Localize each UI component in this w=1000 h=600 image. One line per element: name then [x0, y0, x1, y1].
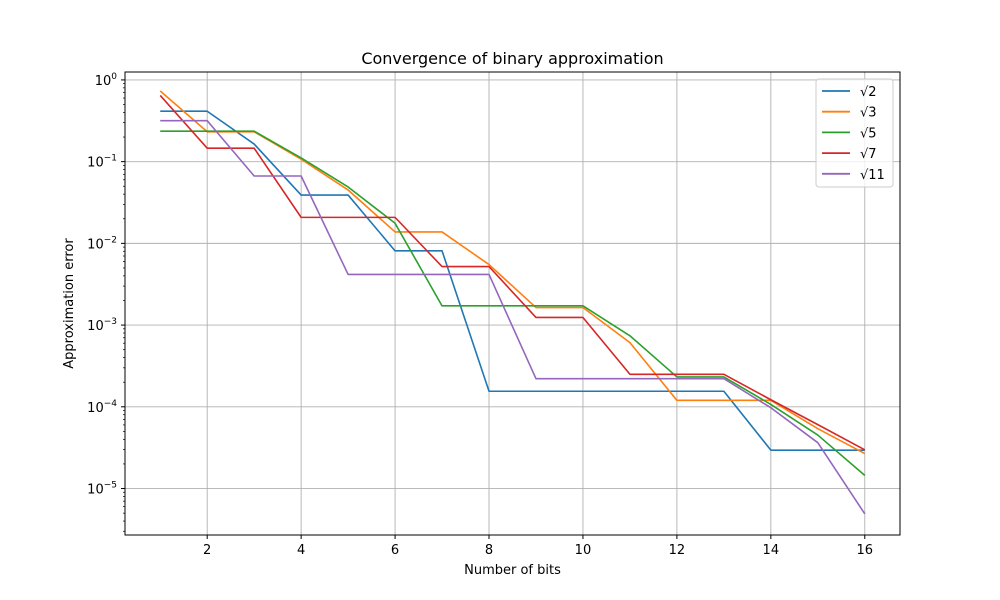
x-tick-label: 8: [485, 543, 493, 558]
x-tick-label: 12: [669, 543, 686, 558]
y-tick-label: 10−4: [87, 399, 117, 416]
y-tick-base: 10: [87, 401, 104, 416]
series-line-1: [159, 90, 866, 455]
y-tick-exponent: −3: [104, 317, 117, 327]
y-tick-exponent: −2: [104, 235, 117, 245]
x-axis-label: Number of bits: [464, 563, 561, 578]
y-tick-base: 10: [87, 319, 104, 334]
y-tick-label: 10−1: [87, 154, 117, 171]
series-lines: [159, 90, 866, 515]
plot-frame: [124, 71, 901, 536]
y-axis-label: Approximation error: [62, 238, 77, 369]
chart-title: Convergence of binary approximation: [361, 49, 663, 68]
x-tick-label: 2: [203, 543, 211, 558]
y-tick-base: 10: [87, 237, 104, 252]
y-tick-label: 10−3: [87, 317, 117, 334]
series-line-3: [159, 94, 866, 451]
legend-label: √7: [860, 147, 877, 162]
y-tick-exponent: 0: [111, 72, 117, 82]
x-axis-ticks: 2 4 6 8 10 12 14 16: [203, 535, 873, 558]
x-tick-label: 16: [856, 543, 873, 558]
y-tick-base: 10: [95, 74, 112, 89]
series-line-0: [160, 110, 865, 451]
x-tick-label: 14: [763, 543, 780, 558]
y-tick-label: 100: [95, 72, 118, 89]
legend-label: √5: [860, 126, 877, 141]
legend-box: [815, 78, 894, 188]
legend-label: √3: [860, 106, 877, 121]
y-tick-label: 10−5: [87, 481, 117, 498]
series-line-4: [160, 119, 866, 515]
x-tick-label: 4: [297, 543, 305, 558]
y-tick-exponent: −5: [104, 481, 117, 491]
y-tick-exponent: −1: [104, 154, 117, 164]
x-tick-label: 6: [391, 543, 399, 558]
x-tick-label: 10: [575, 543, 592, 558]
series-line-2: [160, 130, 866, 476]
y-tick-label: 10−2: [87, 235, 117, 252]
y-tick-base: 10: [87, 156, 104, 171]
y-tick-base: 10: [87, 483, 104, 498]
legend-label: √2: [860, 85, 877, 100]
legend-label: √11: [860, 168, 885, 183]
legend: √2 √3 √5 √7 √11: [815, 78, 894, 188]
y-tick-exponent: −4: [104, 399, 118, 409]
